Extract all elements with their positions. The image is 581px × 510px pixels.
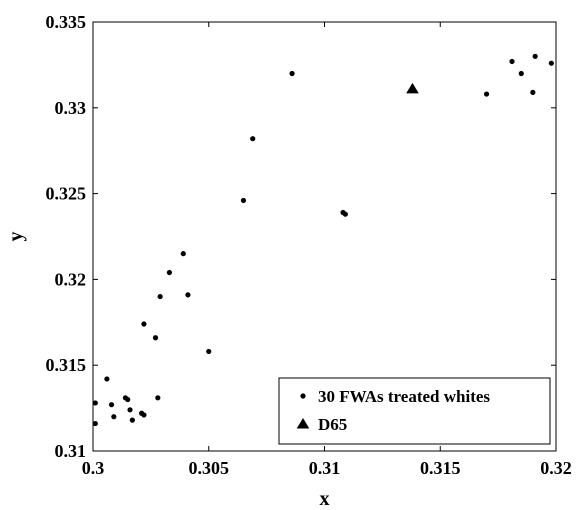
fwa-data-point xyxy=(157,293,163,300)
x-axis-ticks: 0.3 0.305 0.31 0.315 0.32 xyxy=(82,22,572,478)
legend-marker-fwa xyxy=(300,393,306,399)
legend-box xyxy=(278,377,551,445)
fwa-data-point xyxy=(127,407,133,413)
y-axis-ticks: 0.31 0.315 0.32 0.325 0.33 0.335 xyxy=(46,12,556,461)
fwa-data-point xyxy=(530,89,536,95)
d65-point xyxy=(406,82,419,94)
fwa-data-point xyxy=(548,60,554,66)
y-tick-label: 0.31 xyxy=(55,441,87,461)
fwa-data-point xyxy=(152,335,159,341)
fwa-data-point xyxy=(342,211,348,217)
x-tick-label: 0.3 xyxy=(82,458,105,478)
legend-label: D65 xyxy=(318,415,347,434)
fwa-data-point xyxy=(141,321,147,327)
fwa-data-point xyxy=(129,417,135,423)
fwa-data-point xyxy=(240,197,247,204)
fwa-data-point xyxy=(206,348,212,355)
x-tick-label: 0.32 xyxy=(540,458,572,478)
fwa-data-point xyxy=(108,402,115,408)
y-tick-label: 0.33 xyxy=(55,98,87,118)
legend: 30 FWAs treated whites D65 xyxy=(278,377,551,445)
x-axis-label: x xyxy=(320,488,330,510)
data-points xyxy=(92,53,554,427)
legend-label: 30 FWAs treated whites xyxy=(318,387,490,406)
fwa-data-point xyxy=(92,420,98,427)
fwa-data-point xyxy=(125,396,131,403)
fwa-data-point xyxy=(289,70,295,77)
fwa-data-point xyxy=(111,414,117,420)
x-tick-label: 0.31 xyxy=(309,458,341,478)
y-tick-label: 0.335 xyxy=(46,12,87,32)
fwa-data-point xyxy=(509,58,515,65)
y-tick-label: 0.315 xyxy=(46,355,87,375)
fwa-data-point xyxy=(483,91,490,97)
fwa-data-point xyxy=(250,136,256,142)
fwa-data-point xyxy=(104,376,110,382)
fwa-data-point xyxy=(155,395,161,401)
fwa-data-point xyxy=(141,412,147,418)
fwa-data-point xyxy=(532,53,538,59)
fwa-data-point xyxy=(166,269,172,276)
fwa-data-point xyxy=(180,251,186,257)
y-tick-label: 0.32 xyxy=(55,269,87,289)
x-tick-label: 0.315 xyxy=(420,458,461,478)
y-axis-label: y xyxy=(5,232,27,242)
fwa-data-point xyxy=(92,400,98,406)
x-tick-label: 0.305 xyxy=(189,458,230,478)
legend-marker-d65 xyxy=(296,418,310,429)
fwa-data-point xyxy=(518,70,524,77)
y-tick-label: 0.325 xyxy=(46,184,87,204)
fwa-data-point xyxy=(185,292,191,298)
